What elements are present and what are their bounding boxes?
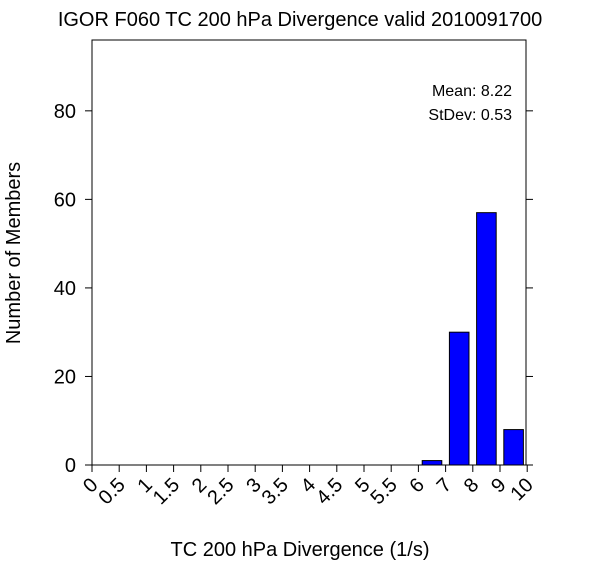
- x-tick-label: 5.5: [367, 474, 402, 509]
- x-tick-label: 1.5: [149, 474, 184, 509]
- x-tick-label: 4.5: [312, 474, 347, 509]
- histogram-bar: [448, 331, 470, 466]
- chart-title: IGOR F060 TC 200 hPa Divergence valid 20…: [58, 9, 542, 31]
- mean-annotation: Mean: 8.22: [432, 83, 512, 100]
- y-axis: 0 20 40 60 80: [54, 101, 533, 477]
- plot-frame: [91, 39, 527, 466]
- x-tick-label: 10: [506, 474, 537, 505]
- y-tick-label: 80: [54, 101, 76, 123]
- x-tick-label: 3.5: [258, 474, 293, 509]
- x-tick-label: 0.5: [95, 474, 130, 509]
- x-tick-label: 2.5: [203, 474, 238, 509]
- y-tick-label: 60: [54, 189, 76, 211]
- stdev-annotation: StDev: 0.53: [428, 107, 512, 124]
- x-axis-label: TC 200 hPa Divergence (1/s): [170, 539, 429, 561]
- x-tick-label: 8: [460, 474, 483, 497]
- x-axis: 00.5 11.5 22.5 33.5 44.5 55.5 6 7 8 910: [79, 465, 538, 509]
- histogram-bar: [421, 460, 443, 466]
- x-tick-label: 6: [406, 474, 429, 497]
- y-tick-label: 40: [54, 278, 76, 300]
- histogram-bar: [503, 429, 524, 466]
- histogram-bar: [476, 212, 497, 466]
- x-tick-label: 9: [487, 474, 510, 497]
- x-tick-label: 7: [433, 474, 456, 497]
- bars-group: [421, 212, 524, 466]
- y-tick-label: 0: [65, 455, 76, 477]
- y-axis-label: Number of Members: [3, 162, 25, 344]
- y-tick-label: 20: [54, 366, 76, 388]
